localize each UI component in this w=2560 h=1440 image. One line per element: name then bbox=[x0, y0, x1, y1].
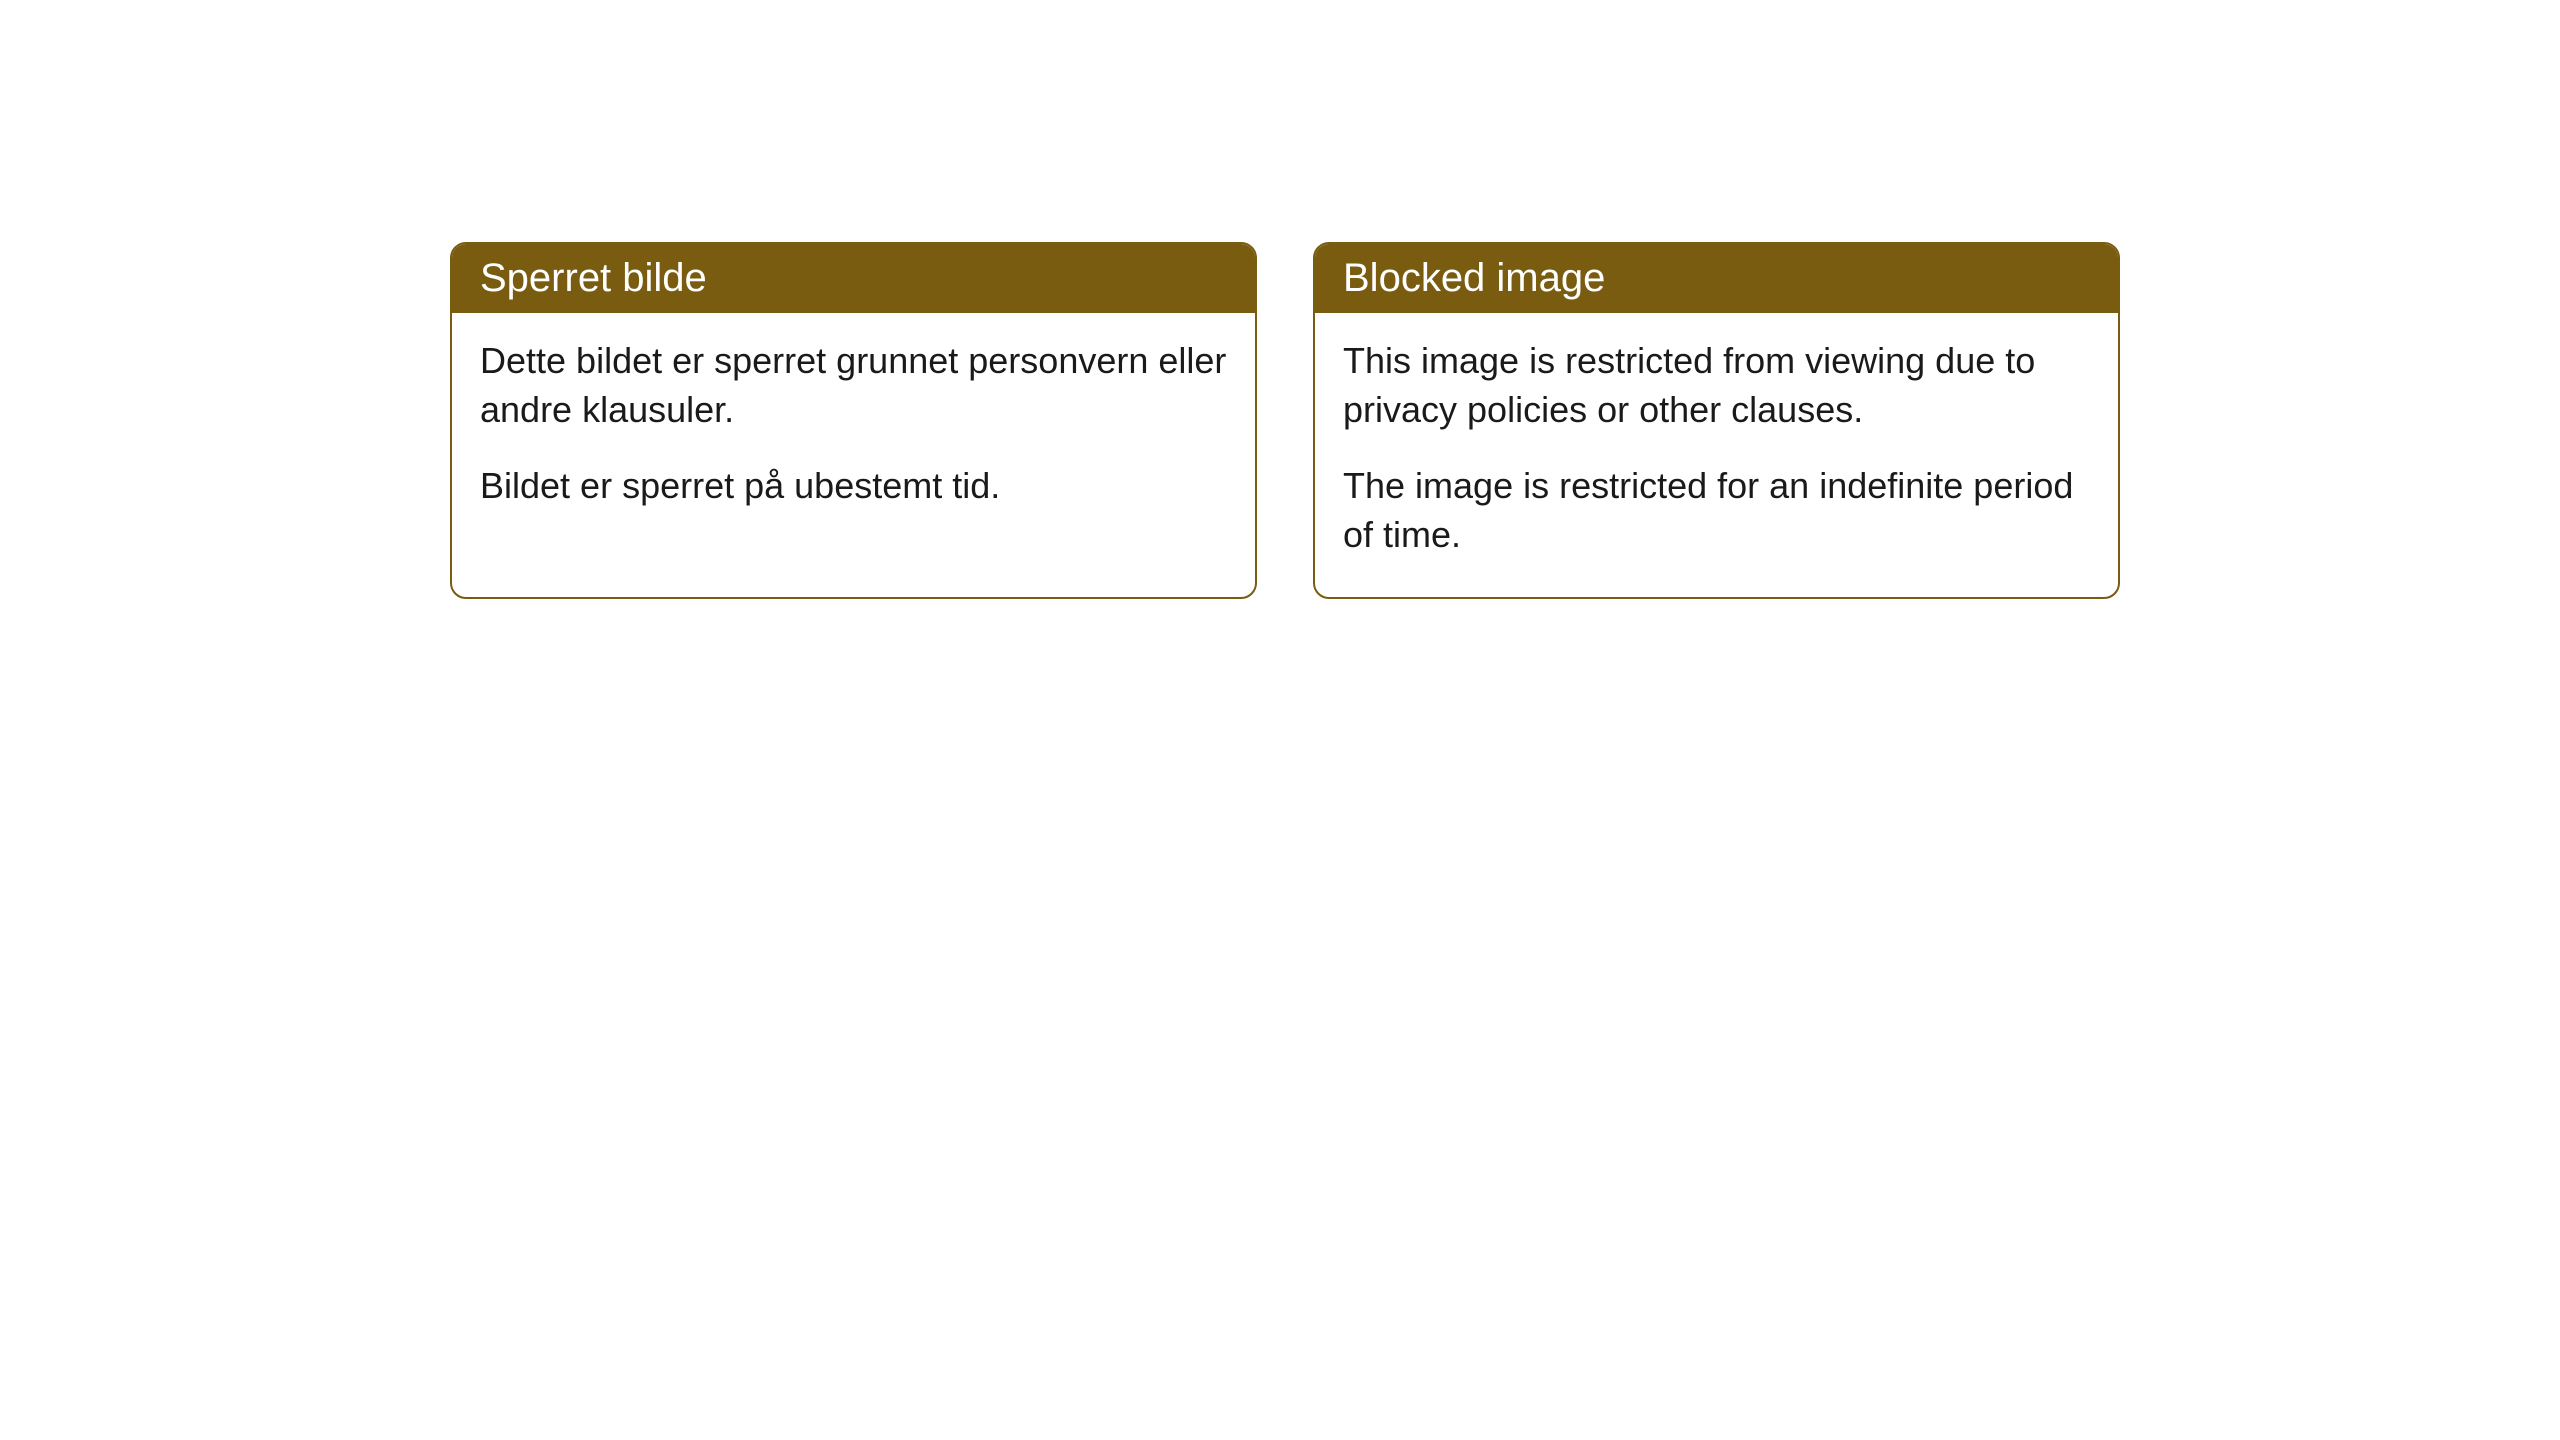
card-body: Dette bildet er sperret grunnet personve… bbox=[452, 313, 1255, 549]
card-header: Blocked image bbox=[1315, 244, 2118, 313]
card-header: Sperret bilde bbox=[452, 244, 1255, 313]
card-title: Sperret bilde bbox=[480, 256, 707, 300]
card-paragraph: This image is restricted from viewing du… bbox=[1343, 337, 2090, 434]
card-body: This image is restricted from viewing du… bbox=[1315, 313, 2118, 597]
card-title: Blocked image bbox=[1343, 256, 1605, 300]
card-paragraph: The image is restricted for an indefinit… bbox=[1343, 462, 2090, 559]
card-paragraph: Bildet er sperret på ubestemt tid. bbox=[480, 462, 1227, 511]
blocked-image-card-english: Blocked image This image is restricted f… bbox=[1313, 242, 2120, 599]
cards-container: Sperret bilde Dette bildet er sperret gr… bbox=[450, 242, 2120, 599]
card-paragraph: Dette bildet er sperret grunnet personve… bbox=[480, 337, 1227, 434]
blocked-image-card-norwegian: Sperret bilde Dette bildet er sperret gr… bbox=[450, 242, 1257, 599]
